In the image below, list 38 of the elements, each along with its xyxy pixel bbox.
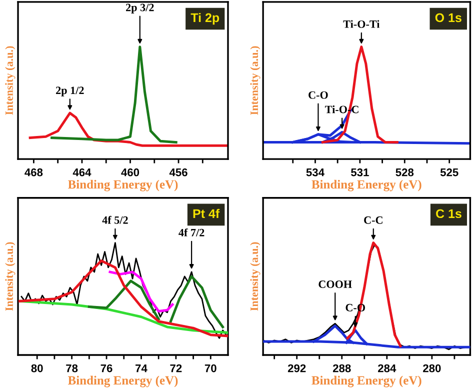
- annotation: COOH: [318, 280, 352, 288]
- chart-title: Ti 2p: [190, 12, 220, 25]
- annotation: C-O: [308, 91, 328, 99]
- annotation: 2p 1/2: [56, 86, 84, 96]
- x-tick-label: 74: [136, 364, 148, 372]
- y-axis-title: Intensity (a.u.): [250, 242, 260, 311]
- x-tick-label: 525: [440, 168, 458, 176]
- x-tick-label: 280: [423, 364, 441, 372]
- x-tick-label: 534: [306, 168, 324, 176]
- annotation: 2p 3/2: [126, 4, 154, 14]
- annotation: Ti-O-Ti: [343, 20, 380, 28]
- x-tick-label: 70: [204, 364, 216, 372]
- x-axis-title: Binding Energy (eV): [312, 376, 422, 388]
- chart-title: O 1s: [435, 13, 462, 22]
- x-tick-label: 78: [66, 364, 78, 372]
- x-tick-label: 72: [170, 364, 182, 372]
- x-tick-label: 284: [378, 364, 396, 372]
- x-axis-title: Binding Energy (eV): [68, 180, 178, 192]
- x-tick-label: 464: [72, 168, 92, 176]
- y-axis-title: Intensity (a.u.): [5, 242, 16, 311]
- chart-title: Pt 4f: [193, 208, 220, 218]
- x-axis-title: Binding Energy (eV): [68, 376, 178, 388]
- x-axis-title: Binding Energy (eV): [312, 180, 422, 192]
- x-tick-label: 288: [332, 364, 351, 372]
- y-axis-title: Intensity (a.u.): [5, 46, 16, 115]
- x-tick-label: 76: [100, 364, 112, 372]
- annotation: C-C: [364, 216, 382, 224]
- annotation: 4f 5/2: [102, 216, 128, 224]
- x-tick-label: 528: [396, 168, 414, 176]
- x-tick-label: 456: [169, 168, 188, 176]
- chart-title: C 1s: [436, 209, 462, 218]
- x-tick-label: 80: [31, 364, 43, 372]
- x-tick-label: 531: [351, 168, 369, 176]
- annotation: 4f 7/2: [178, 228, 204, 236]
- x-tick-label: 468: [24, 168, 43, 176]
- x-tick-label: 460: [121, 168, 140, 176]
- x-tick-label: 292: [288, 364, 306, 372]
- y-axis-title: Intensity (a.u.): [250, 46, 260, 115]
